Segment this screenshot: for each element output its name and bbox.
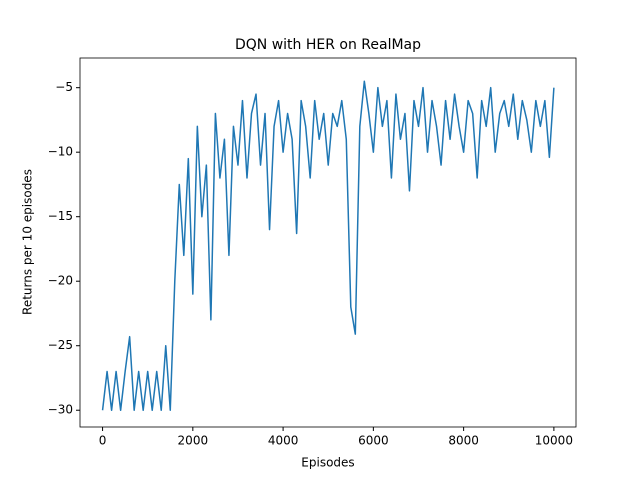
y-tick-label: −15: [48, 209, 73, 223]
plot-frame: [79, 57, 577, 428]
y-tick-label: −10: [48, 145, 73, 159]
x-tick-label: 0: [99, 434, 107, 448]
x-tick-label: 4000: [268, 434, 299, 448]
x-tick-label: 2000: [178, 434, 209, 448]
y-tick-label: −25: [48, 338, 73, 352]
x-tick-label: 6000: [358, 434, 389, 448]
y-tick-label: −20: [48, 274, 73, 288]
x-axis-label: Episodes: [301, 456, 354, 470]
x-tick-label: 10000: [535, 434, 573, 448]
x-tick-label: 8000: [448, 434, 479, 448]
y-axis-label: Returns per 10 episodes: [21, 169, 35, 315]
chart-title: DQN with HER on RealMap: [235, 37, 421, 53]
data-line: [101, 80, 555, 411]
y-tick-label: −5: [55, 80, 73, 94]
y-tick-label: −30: [48, 403, 73, 417]
